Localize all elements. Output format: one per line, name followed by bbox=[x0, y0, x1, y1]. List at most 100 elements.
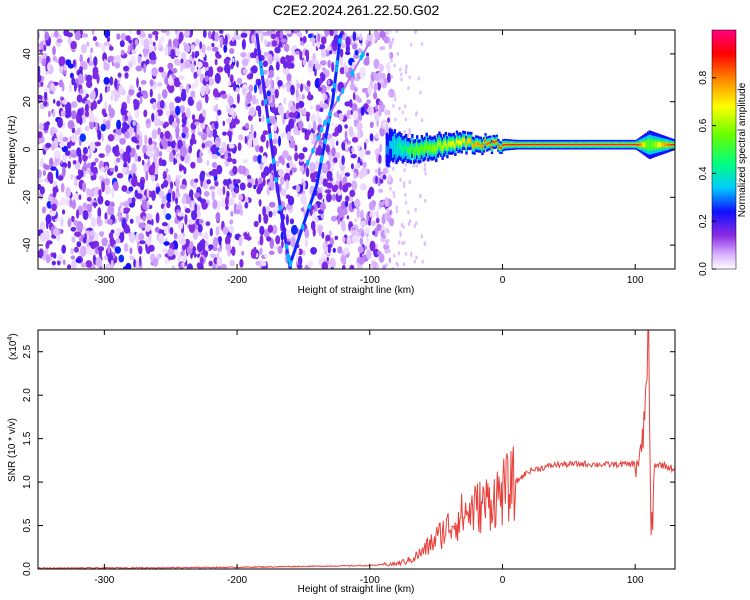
carrier-band-slice bbox=[463, 139, 467, 142]
carrier-band-slice bbox=[595, 144, 599, 146]
noise-blob bbox=[145, 213, 153, 220]
noise-blob bbox=[345, 195, 350, 202]
noise-blob bbox=[47, 196, 53, 202]
carrier-band-slice bbox=[482, 143, 486, 146]
noise-blob bbox=[92, 240, 100, 248]
noise-blob bbox=[250, 124, 254, 133]
x-tick-label: 0 bbox=[500, 575, 506, 586]
noise-blob bbox=[331, 147, 336, 157]
noise-blob bbox=[192, 229, 199, 240]
noise-blob bbox=[420, 118, 424, 123]
noise-blob bbox=[176, 32, 179, 41]
carrier-band-slice bbox=[661, 143, 664, 146]
colorbar: 0.0 0.2 0.4 0.6 0.8 Normalized spectral ampl… bbox=[698, 29, 748, 276]
noise-blob bbox=[57, 175, 64, 181]
noise-blob bbox=[281, 240, 284, 249]
noise-blob bbox=[225, 205, 229, 211]
carrier-band-slice bbox=[673, 144, 675, 146]
carrier-band-slice bbox=[565, 144, 568, 146]
carrier-band-slice bbox=[451, 142, 454, 146]
snr-xlabel: Height of straight line (km) bbox=[298, 584, 415, 595]
carrier-band-slice bbox=[662, 143, 666, 146]
noise-blob bbox=[172, 38, 179, 48]
noise-blob bbox=[339, 160, 343, 170]
noise-blob bbox=[392, 190, 395, 195]
noise-blob bbox=[219, 30, 224, 34]
noise-blob bbox=[145, 170, 149, 182]
carrier-band-slice bbox=[403, 147, 406, 151]
noise-blob bbox=[85, 260, 93, 268]
snr-frame bbox=[37, 329, 676, 570]
noise-blob bbox=[95, 256, 103, 268]
noise-blob bbox=[228, 183, 235, 190]
y-tick-label: 0.5 bbox=[22, 518, 33, 532]
noise-blob bbox=[135, 65, 143, 72]
noise-blob bbox=[358, 170, 364, 180]
noise-blob bbox=[172, 191, 176, 202]
noise-blob bbox=[162, 206, 167, 217]
noise-blob bbox=[203, 61, 209, 68]
carrier-band-slice bbox=[597, 144, 600, 146]
noise-blob bbox=[259, 145, 264, 153]
noise-blob bbox=[120, 33, 127, 41]
carrier-band-slice bbox=[643, 143, 647, 146]
x-tick-label: -200 bbox=[227, 575, 247, 586]
noise-blob bbox=[218, 148, 225, 154]
noise-blob bbox=[58, 136, 65, 143]
noise-blob bbox=[287, 241, 291, 246]
carrier-band-slice bbox=[575, 144, 578, 146]
track-peak bbox=[311, 147, 315, 154]
noise-blob bbox=[263, 39, 268, 46]
carrier-band-slice bbox=[615, 144, 618, 146]
carrier-band-slice bbox=[417, 150, 420, 153]
noise-blob bbox=[255, 177, 258, 188]
noise-blob bbox=[104, 165, 109, 171]
noise-blob bbox=[353, 172, 357, 180]
noise-blob bbox=[180, 90, 187, 102]
noise-blob bbox=[405, 64, 408, 69]
noise-blob bbox=[171, 265, 176, 269]
noise-blob bbox=[295, 50, 301, 55]
noise-blob bbox=[404, 104, 407, 109]
noise-blob bbox=[317, 33, 321, 43]
noise-blob bbox=[360, 106, 365, 116]
noise-blob bbox=[191, 133, 196, 141]
carrier-band-slice bbox=[584, 144, 588, 146]
noise-blob bbox=[92, 36, 97, 42]
noise-blob bbox=[346, 235, 352, 246]
noise-blob bbox=[122, 121, 128, 129]
noise-blob bbox=[378, 106, 382, 117]
noise-blob bbox=[158, 151, 163, 157]
snr-exponent-power: 4 bbox=[7, 337, 14, 341]
noise-blob bbox=[339, 67, 345, 75]
carrier-band-slice bbox=[650, 143, 653, 147]
track-peak bbox=[288, 259, 293, 266]
noise-blob bbox=[312, 120, 317, 132]
carrier-band-slice bbox=[447, 142, 451, 145]
noise-blob bbox=[50, 226, 54, 235]
noise-blob bbox=[101, 237, 108, 247]
noise-blob bbox=[242, 87, 247, 96]
noise-blob bbox=[327, 79, 331, 85]
noise-blob bbox=[319, 77, 322, 86]
noise-blob bbox=[131, 49, 137, 54]
noise-blob bbox=[74, 82, 77, 92]
noise-blob bbox=[393, 253, 396, 258]
noise-blob bbox=[272, 138, 279, 144]
carrier-band-slice bbox=[474, 142, 478, 145]
noise-blob bbox=[288, 112, 295, 118]
noise-blob bbox=[51, 260, 56, 266]
noise-blob bbox=[373, 227, 379, 238]
noise-blob bbox=[236, 179, 241, 184]
noise-blob bbox=[149, 79, 154, 87]
spectrogram-panel: -300 -200 -100 0 100 40 20 0 -20 -40 Height of st… bbox=[7, 29, 676, 296]
noise-blob bbox=[115, 238, 121, 244]
noise-blob bbox=[53, 252, 57, 259]
carrier-band-slice bbox=[586, 144, 589, 146]
noise-blob bbox=[89, 53, 93, 64]
noise-blob bbox=[375, 217, 380, 224]
noise-blob bbox=[146, 201, 150, 210]
noise-blob bbox=[305, 111, 311, 118]
noise-blob bbox=[268, 69, 274, 78]
carrier-band-slice bbox=[517, 144, 521, 146]
